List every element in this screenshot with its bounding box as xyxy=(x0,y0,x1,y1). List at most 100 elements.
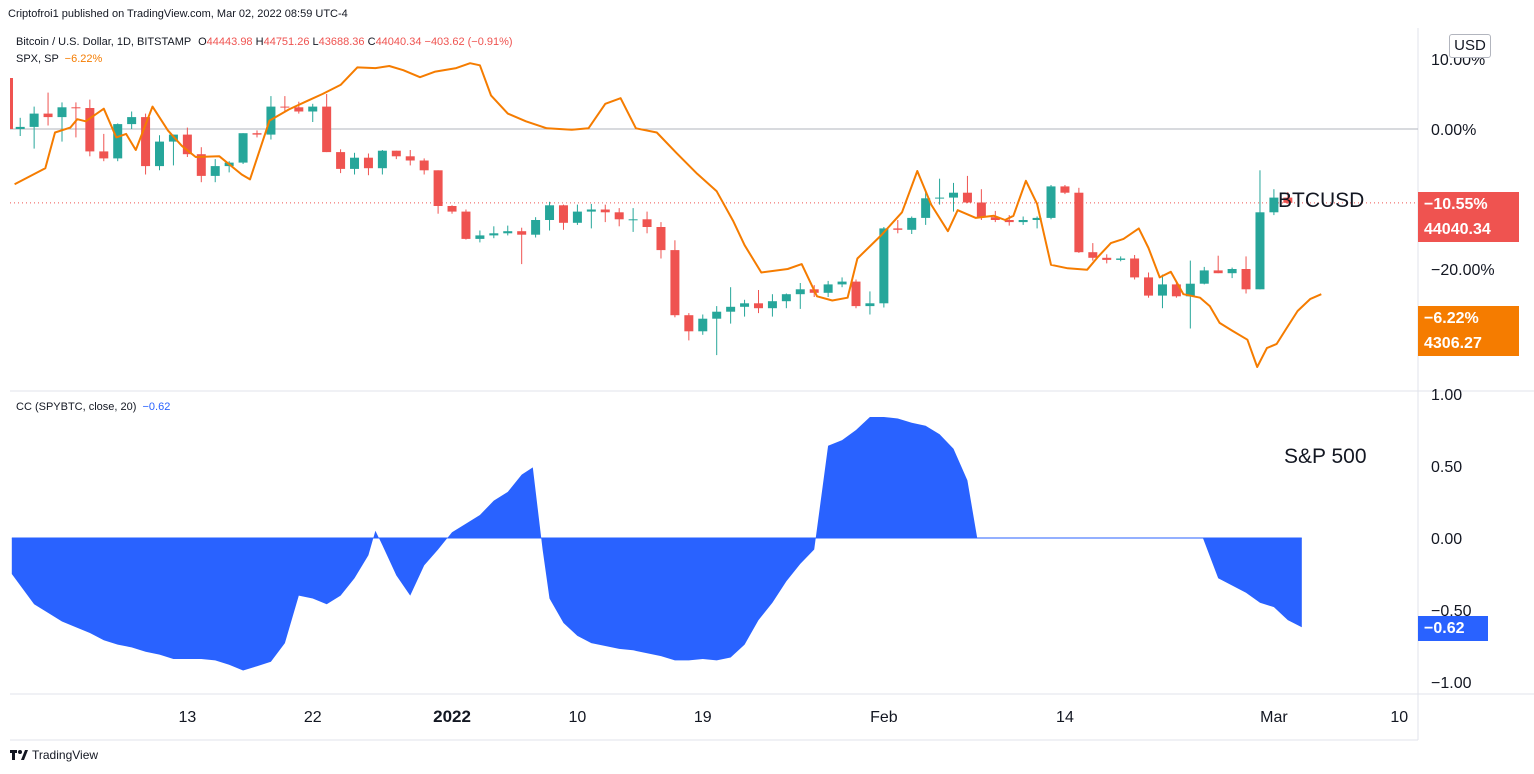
btc-last-price-tag: −10.55% 44040.34 xyxy=(1418,192,1519,242)
candle-body-19 xyxy=(280,106,290,108)
currency-button[interactable]: USD xyxy=(1449,34,1491,58)
spx-line-group xyxy=(14,62,1322,368)
cc-tick-label-3: −0.50 xyxy=(1431,603,1472,620)
candle-body-14 xyxy=(210,166,220,176)
tradingview-logo-text: TradingView xyxy=(32,748,99,762)
time-tick-label-6: 14 xyxy=(1056,709,1074,726)
time-tick-label-8: 10 xyxy=(1390,709,1408,726)
legend-high-label: H xyxy=(255,36,264,48)
price-zero-line xyxy=(10,78,1418,204)
candle-body-37 xyxy=(531,220,541,235)
candle-body-66 xyxy=(935,197,945,199)
candle-body-53 xyxy=(753,303,763,309)
candle-body-40 xyxy=(572,211,582,223)
candle-body-44 xyxy=(628,219,638,221)
candle-body-11 xyxy=(168,134,178,142)
candle-body-54 xyxy=(767,301,777,309)
spx-pct-tag: −6.22% xyxy=(1424,310,1479,327)
candle-body-49 xyxy=(698,318,708,332)
candle-body-20 xyxy=(294,107,304,112)
candle-body-26 xyxy=(377,150,387,169)
legend-open-label: O xyxy=(198,36,207,48)
candle-body-23 xyxy=(336,152,346,169)
candle-body-32 xyxy=(461,211,471,239)
candle-body-65 xyxy=(921,198,931,218)
candle-body-78 xyxy=(1102,257,1112,260)
candle-body-72 xyxy=(1018,220,1028,223)
candle-body-17 xyxy=(252,133,262,135)
spx-legend[interactable]: SPX, SP −6.22% xyxy=(16,53,102,65)
legend-change: −403.62 (−0.91%) xyxy=(424,36,513,48)
candle-body-83 xyxy=(1171,284,1181,297)
candle-body-91 xyxy=(1283,197,1293,203)
spx-legend-symbol: SPX, SP xyxy=(16,53,59,65)
candle-body-81 xyxy=(1144,277,1154,296)
candle-body-67 xyxy=(949,192,959,198)
cc-area-group xyxy=(11,417,1302,671)
time-tick-label-0: 13 xyxy=(178,709,196,726)
publisher-line: Criptofroi1 published on TradingView.com… xyxy=(8,8,348,20)
candle-body-10 xyxy=(155,141,164,167)
time-x-axis[interactable]: 13 22 2022 10 19 Feb 14 Mar 10 xyxy=(178,707,1408,726)
spx-line xyxy=(14,62,1322,368)
candle-body-42 xyxy=(600,209,610,213)
candle-body-8 xyxy=(127,117,137,125)
main-legend-symbol: Bitcoin / U.S. Dollar, 1D, BITSTAMP xyxy=(16,36,192,48)
candle-body-90 xyxy=(1269,197,1279,213)
candle-body-82 xyxy=(1157,284,1167,296)
cc-y-axis[interactable]: 1.00 0.50 0.00 −0.50 −1.00 xyxy=(1431,387,1472,692)
candle-body-85 xyxy=(1199,270,1209,284)
price-y-axis[interactable]: 10.00%0.00%−20.00% xyxy=(1431,52,1495,279)
tradingview-logo[interactable]: TradingView xyxy=(10,748,98,762)
candle-body-21 xyxy=(308,106,318,112)
candle-body-34 xyxy=(489,233,499,236)
candle-body-13 xyxy=(196,154,206,176)
tradingview-logo-icon xyxy=(10,749,28,761)
candle-body-36 xyxy=(517,231,527,235)
legend-close: 44040.34 xyxy=(375,36,422,48)
candle-body-71 xyxy=(1004,220,1014,223)
cc-value-tag: −0.62 xyxy=(1418,616,1488,641)
time-tick-label-5: Feb xyxy=(870,709,898,726)
candle-body-16 xyxy=(238,133,248,163)
candle-body-74 xyxy=(1046,186,1056,218)
time-tick-label-1: 22 xyxy=(304,709,322,726)
candle-body-43 xyxy=(614,212,624,220)
candle-body-0 xyxy=(15,126,25,129)
left-edge-marker xyxy=(10,78,13,129)
cc-tick-label-1: 0.50 xyxy=(1431,459,1462,476)
candle-body-7 xyxy=(113,124,123,159)
candle-body-24 xyxy=(350,157,360,169)
candle-body-50 xyxy=(712,311,722,319)
legend-open: 44443.98 xyxy=(206,36,253,48)
candle-body-33 xyxy=(475,235,485,239)
candle-body-68 xyxy=(962,192,972,203)
candle-body-89 xyxy=(1255,212,1265,290)
time-tick-label-3: 10 xyxy=(569,709,587,726)
cc-tick-label-2: 0.00 xyxy=(1431,531,1462,548)
candle-body-48 xyxy=(684,315,694,332)
candle-body-55 xyxy=(781,294,791,302)
candle-body-28 xyxy=(405,156,415,161)
candle-body-9 xyxy=(141,117,151,167)
price-tick-label-2: −20.00% xyxy=(1431,262,1495,279)
cc-area xyxy=(11,417,1302,671)
candle-body-56 xyxy=(795,289,805,295)
main-legend[interactable]: Bitcoin / U.S. Dollar, 1D, BITSTAMP O444… xyxy=(16,36,513,48)
candle-body-12 xyxy=(182,134,192,155)
candle-body-52 xyxy=(740,303,750,307)
time-tick-label-4: 19 xyxy=(694,709,712,726)
cc-legend[interactable]: CC (SPYBTC, close, 20) −0.62 xyxy=(16,401,170,413)
btc-price-tag: 44040.34 xyxy=(1424,221,1491,238)
candle-body-87 xyxy=(1227,269,1237,274)
btc-pct-tag: −10.55% xyxy=(1424,196,1488,213)
candle-body-51 xyxy=(726,306,736,312)
btcusd-annotation: BTCUSD xyxy=(1278,189,1365,212)
candle-body-80 xyxy=(1130,258,1140,278)
spx-price-tag: 4306.27 xyxy=(1424,335,1482,352)
candle-body-70 xyxy=(990,217,1000,220)
candle-body-2 xyxy=(43,113,53,118)
candle-body-31 xyxy=(447,206,457,212)
candle-body-3 xyxy=(57,107,67,118)
